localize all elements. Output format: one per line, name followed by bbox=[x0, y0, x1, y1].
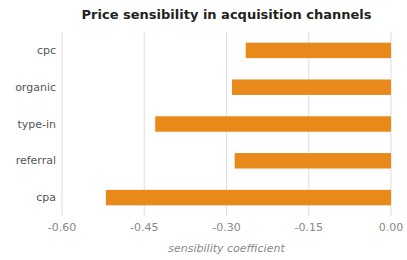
x-axis-label: sensibility coefficient bbox=[168, 242, 285, 255]
y-tick-label: cpa bbox=[36, 191, 56, 204]
x-tick-label: -0.60 bbox=[48, 221, 76, 234]
grid-line bbox=[62, 32, 63, 216]
x-tick-label: 0.00 bbox=[379, 221, 404, 234]
y-tick-label: referral bbox=[16, 154, 56, 167]
bar bbox=[106, 190, 391, 205]
grid bbox=[62, 32, 391, 216]
grid-line bbox=[144, 32, 145, 216]
title: Price sensibility in acquisition channel… bbox=[82, 7, 372, 22]
chart-container: -0.60 -0.45 -0.30 -0.15 0.00 cpa referral type-… bbox=[0, 0, 407, 260]
bar bbox=[246, 43, 391, 58]
bar bbox=[235, 153, 391, 168]
bar bbox=[232, 79, 391, 94]
bars bbox=[106, 43, 391, 206]
x-tick-label: -0.30 bbox=[212, 221, 240, 234]
bar bbox=[155, 116, 391, 131]
chart: -0.60 -0.45 -0.30 -0.15 0.00 cpa referral type-… bbox=[0, 0, 407, 260]
y-tick-label: cpc bbox=[37, 44, 56, 57]
x-tick-label: -0.45 bbox=[130, 221, 158, 234]
y-tick-label: type-in bbox=[17, 118, 56, 131]
x-tick-label: -0.15 bbox=[295, 221, 323, 234]
y-tick-label: organic bbox=[15, 81, 56, 94]
